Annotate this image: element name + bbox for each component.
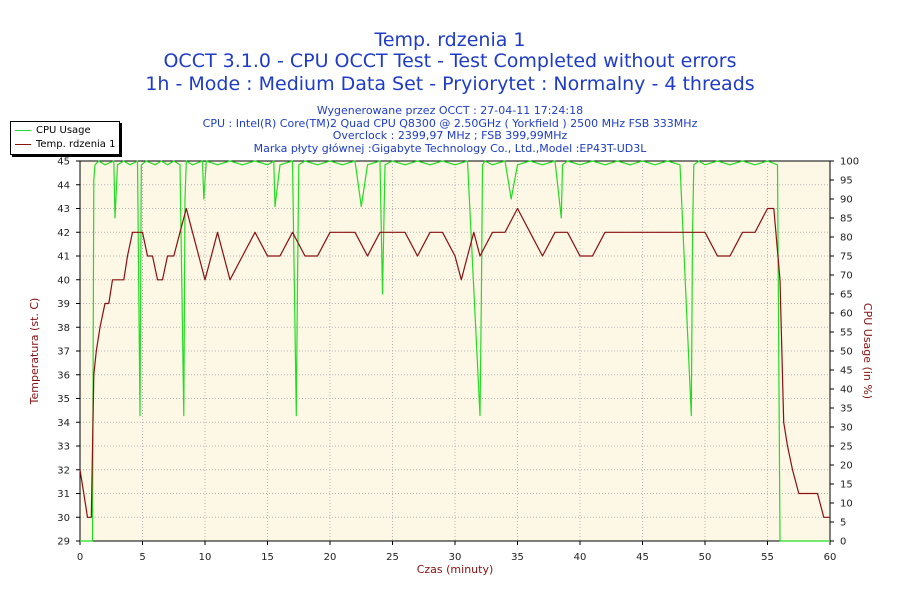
y-axis-label: Temperatura (st. C) [28,298,41,406]
legend-swatch-temperature [15,143,31,145]
y-tick-label: 29 [57,537,70,548]
y2-tick-label: 55 [840,328,853,339]
y2-axis-label: CPU Usage (in %) [861,303,874,399]
x-tick-label: 50 [699,552,712,563]
test-summary: OCCT 3.1.0 - CPU OCCT Test - Test Comple… [163,50,737,72]
y-tick-label: 35 [57,394,70,405]
x-axis-label: Czas (minuty) [417,563,494,576]
y2-tick-label: 70 [840,271,853,282]
y2-tick-label: 25 [840,442,853,453]
motherboard-info: Marka płyty głównej :Gigabyte Technology… [253,142,647,155]
y-tick-label: 42 [57,228,70,239]
x-tick-label: 25 [386,552,399,563]
x-tick-label: 30 [449,552,462,563]
x-tick-label: 0 [77,552,83,563]
y2-tick-label: 100 [840,157,859,168]
legend: CPU Usage Temp. rdzenia 1 [10,121,120,155]
x-tick-label: 55 [761,552,774,563]
y2-tick-label: 65 [840,290,853,301]
y2-tick-label: 15 [840,480,853,491]
y-tick-label: 36 [57,370,70,381]
legend-item-cpu-usage: CPU Usage [15,124,91,137]
y2-tick-label: 85 [840,214,853,225]
y-tick-label: 31 [57,489,70,500]
x-tick-label: 10 [199,552,212,563]
y2-tick-label: 0 [840,537,846,548]
x-tick-label: 60 [824,552,837,563]
y2-tick-label: 45 [840,366,853,377]
legend-label-temperature: Temp. rdzenia 1 [36,139,116,150]
y-tick-label: 45 [57,157,70,168]
cpu-info: CPU : Intel(R) Core(TM)2 Quad CPU Q8300 … [202,117,698,130]
legend-item-temperature: Temp. rdzenia 1 [15,138,115,151]
overclock-info: Overclock : 2399,97 MHz ; FSB 399,99MHz [332,129,568,142]
test-mode: 1h - Mode : Medium Data Set - Pryiorytet… [145,73,755,95]
plot-frame [79,160,831,542]
x-tick-label: 45 [636,552,649,563]
y2-tick-label: 40 [840,385,853,396]
y-tick-label: 39 [57,299,70,310]
y-tick-label: 30 [57,513,70,524]
y2-tick-label: 20 [840,461,853,472]
y2-tick-label: 30 [840,423,853,434]
legend-label-cpu-usage: CPU Usage [36,125,91,136]
y2-tick-label: 75 [840,252,853,263]
legend-swatch-cpu-usage [15,129,31,131]
series-line-cpu-usage [80,160,830,542]
y2-tick-label: 80 [840,233,853,244]
y-tick-label: 41 [57,252,70,263]
y-tick-label: 44 [57,180,70,191]
y2-tick-label: 10 [840,499,853,510]
y-tick-label: 34 [57,418,70,429]
x-tick-label: 35 [511,552,524,563]
y-tick-label: 33 [57,442,70,453]
y-tick-label: 43 [57,204,70,215]
y2-tick-label: 5 [840,518,846,529]
y2-tick-label: 90 [840,195,853,206]
y2-tick-label: 35 [840,404,853,415]
y-tick-label: 40 [57,275,70,286]
y-tick-label: 37 [57,347,70,358]
y2-tick-label: 60 [840,309,853,320]
x-tick-label: 15 [261,552,274,563]
y-tick-label: 32 [57,465,70,476]
x-tick-label: 5 [139,552,145,563]
generated-info: Wygenerowane przez OCCT : 27-04-11 17:24… [316,104,584,117]
y2-tick-label: 95 [840,176,853,187]
y-tick-label: 38 [57,323,70,334]
x-tick-label: 20 [324,552,337,563]
series-line-temperature [79,207,830,518]
y2-tick-label: 50 [840,347,853,358]
chart-title: Temp. rdzenia 1 [374,29,526,51]
x-tick-label: 40 [574,552,587,563]
